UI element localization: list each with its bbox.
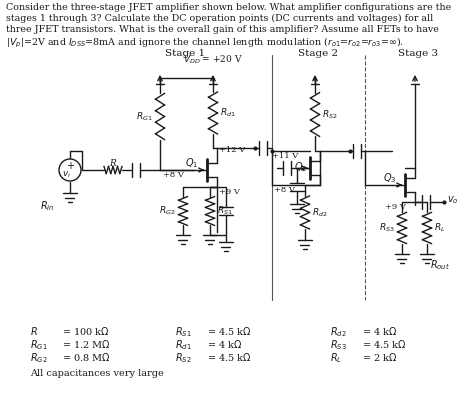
Text: +: + bbox=[66, 161, 74, 171]
Text: = 4.5 k$\Omega$: = 4.5 k$\Omega$ bbox=[207, 351, 252, 363]
Text: $R_L$: $R_L$ bbox=[330, 351, 342, 365]
Text: $v_i$: $v_i$ bbox=[63, 170, 72, 180]
Text: $v_o$: $v_o$ bbox=[447, 194, 459, 206]
Text: $R_{S2}$: $R_{S2}$ bbox=[175, 351, 191, 365]
Text: $R_{S3}$: $R_{S3}$ bbox=[330, 338, 347, 352]
Text: = 4.5 k$\Omega$: = 4.5 k$\Omega$ bbox=[207, 325, 252, 337]
Text: = 4.5 k$\Omega$: = 4.5 k$\Omega$ bbox=[362, 338, 407, 350]
Text: Stage 2: Stage 2 bbox=[298, 49, 338, 58]
Text: Stage 1: Stage 1 bbox=[165, 49, 205, 58]
Text: $V_{DD}$ = +20 V: $V_{DD}$ = +20 V bbox=[183, 54, 243, 66]
Text: $R_{G1}$: $R_{G1}$ bbox=[30, 338, 48, 352]
Text: three JFET transistors. What is the overall gain of this amplifier? Assume all F: three JFET transistors. What is the over… bbox=[6, 25, 439, 34]
Text: +11 V: +11 V bbox=[272, 152, 298, 160]
Text: $R_{S2}$: $R_{S2}$ bbox=[322, 108, 337, 121]
Text: $|V_p|$=2V and $I_{DSS}$=8mA and ignore the channel length modulation ($r_{o1}$=: $|V_p|$=2V and $I_{DSS}$=8mA and ignore … bbox=[6, 36, 404, 50]
Text: $R_L$: $R_L$ bbox=[434, 222, 446, 234]
Text: $R_{G2}$: $R_{G2}$ bbox=[30, 351, 47, 365]
Text: $R_{S1}$: $R_{S1}$ bbox=[217, 205, 233, 217]
Text: = 1.2 M$\Omega$: = 1.2 M$\Omega$ bbox=[62, 338, 110, 350]
Text: $Q_2$: $Q_2$ bbox=[294, 160, 307, 174]
Text: +8 V: +8 V bbox=[163, 171, 184, 179]
Text: $R_{d1}$: $R_{d1}$ bbox=[220, 107, 236, 119]
Text: = 4 k$\Omega$: = 4 k$\Omega$ bbox=[362, 325, 397, 337]
Text: stages 1 through 3? Calculate the DC operation points (DC currents and voltages): stages 1 through 3? Calculate the DC ope… bbox=[6, 14, 433, 23]
Text: $R_{S3}$: $R_{S3}$ bbox=[379, 222, 395, 234]
Text: = 2 k$\Omega$: = 2 k$\Omega$ bbox=[362, 351, 397, 363]
Text: +8 V: +8 V bbox=[274, 186, 295, 194]
Text: $R$: $R$ bbox=[30, 325, 38, 337]
Text: R: R bbox=[109, 158, 117, 168]
Text: = 4 k$\Omega$: = 4 k$\Omega$ bbox=[207, 338, 242, 350]
Text: $R_{G1}$: $R_{G1}$ bbox=[137, 110, 153, 123]
Text: $Q_3$: $Q_3$ bbox=[383, 171, 396, 185]
Text: $R_{out}$: $R_{out}$ bbox=[430, 258, 450, 272]
Text: $R_{d2}$: $R_{d2}$ bbox=[312, 206, 328, 219]
Text: = 0.8 M$\Omega$: = 0.8 M$\Omega$ bbox=[62, 351, 110, 363]
Text: $R_{S1}$: $R_{S1}$ bbox=[175, 325, 191, 339]
Text: Consider the three-stage JFET amplifier shown below. What amplifier configuratio: Consider the three-stage JFET amplifier … bbox=[6, 3, 451, 12]
Text: +12 V: +12 V bbox=[219, 146, 245, 154]
Text: $Q_1$: $Q_1$ bbox=[185, 156, 198, 170]
Text: +9 V: +9 V bbox=[385, 203, 406, 211]
Text: $R_{d1}$: $R_{d1}$ bbox=[175, 338, 191, 352]
Text: $R_{in}$: $R_{in}$ bbox=[40, 199, 55, 213]
Text: All capacitances very large: All capacitances very large bbox=[30, 369, 164, 378]
Text: Stage 3: Stage 3 bbox=[398, 49, 438, 58]
Text: = 100 k$\Omega$: = 100 k$\Omega$ bbox=[62, 325, 110, 337]
Text: $R_{d2}$: $R_{d2}$ bbox=[330, 325, 346, 339]
Text: +9 V: +9 V bbox=[219, 188, 240, 196]
Text: $R_{G2}$: $R_{G2}$ bbox=[159, 205, 176, 217]
